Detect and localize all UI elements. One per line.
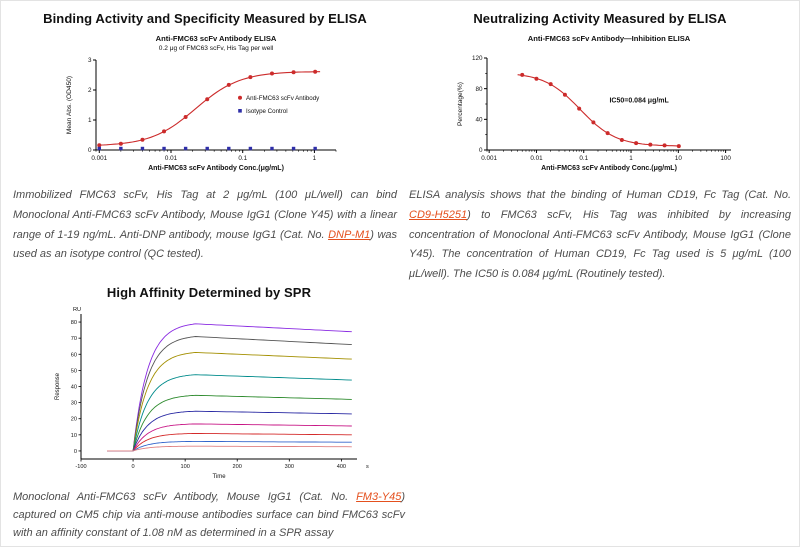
spr-trace — [106, 423, 352, 452]
svg-text:1: 1 — [88, 117, 92, 124]
svg-text:80: 80 — [70, 320, 76, 326]
chart-plot: 0 40 80 120 0.001 0.01 0.1 1 10 100 Anti-FMC63 scF… — [457, 34, 731, 172]
spr-figure-caption: Monoclonal Anti-FMC63 scFv Antibody, Mou… — [13, 488, 405, 542]
neutralizing-section-heading: Neutralizing Activity Measured by ELISA — [473, 11, 727, 26]
chart-title: Anti-FMC63 scFv Antibody ELISA — [156, 34, 277, 43]
series-square — [97, 146, 317, 151]
svg-text:300: 300 — [284, 464, 293, 470]
dose-response-curve — [517, 74, 681, 147]
section-spr-affinity: High Affinity Determined by SPR 0 10 20 30 4… — [9, 283, 409, 542]
series-circle — [520, 72, 681, 149]
spr-trace — [106, 433, 352, 452]
svg-text:0: 0 — [73, 449, 76, 455]
catalog-number-link[interactable]: CD9-H5251 — [409, 208, 468, 221]
caption-text: ) captured on CM5 chip via anti-mouse an… — [13, 491, 405, 540]
caption-text: Immobilized FMC63 scFv, His Tag at 2 μg/… — [13, 189, 397, 241]
spr-trace — [106, 394, 352, 452]
svg-text:0.001: 0.001 — [91, 155, 107, 162]
svg-text:0.01: 0.01 — [530, 155, 543, 162]
binding-section-heading: Binding Activity and Specificity Measure… — [43, 11, 367, 26]
catalog-number-link[interactable]: DNP-M1 — [328, 228, 371, 241]
svg-text:100: 100 — [180, 464, 189, 470]
series-circle — [97, 69, 318, 148]
y-axis-label: Mean Abs. (OD450) — [66, 76, 73, 134]
svg-text:0.1: 0.1 — [579, 155, 588, 162]
spr-trace — [106, 410, 352, 452]
caption-text: ELISA analysis shows that the binding of… — [409, 189, 791, 201]
section-neutralizing-activity: Neutralizing Activity Measured by ELISA … — [405, 5, 795, 285]
svg-text:0.01: 0.01 — [165, 155, 178, 162]
binding-elisa-chart: 0 1 2 3 0.001 0.01 0.1 1 Anti-FMC63 scFv Antibod… — [66, 34, 337, 172]
catalog-number-link[interactable]: FM3-Y45 — [356, 491, 402, 503]
svg-text:40: 40 — [475, 117, 483, 124]
inhibition-chart-holder: 0 40 80 120 0.001 0.01 0.1 1 10 100 Anti-FMC63 scF… — [405, 32, 795, 180]
spr-section-heading: High Affinity Determined by SPR — [106, 285, 312, 300]
svg-text:1: 1 — [629, 155, 633, 162]
svg-text:120: 120 — [472, 55, 483, 62]
legend-label: Isotype Control — [246, 108, 288, 115]
chart-plot: 0 1 2 3 0.001 0.01 0.1 1 Anti-FMC63 scFv Antibod… — [66, 34, 337, 172]
svg-text:0: 0 — [88, 147, 92, 154]
spr-chart-holder: 0 10 20 30 40 50 60 70 80 -100 0 100 200 300 400 RU s Tim… — [9, 302, 409, 484]
svg-text:10: 10 — [70, 433, 76, 439]
caption-text: ) was used as an isotype control (QC tes… — [13, 228, 398, 261]
x-axis-label: Anti-FMC63 scFv Antibody Conc.(μg/mL) — [541, 165, 677, 172]
binding-chart-holder: 0 1 2 3 0.001 0.01 0.1 1 Anti-FMC63 scFv Antibod… — [9, 32, 401, 180]
chart-subtitle: 0.2 μg of FMC63 scFv, His Tag per well — [159, 45, 274, 52]
spr-trace — [106, 374, 352, 452]
svg-text:200: 200 — [232, 464, 241, 470]
neutralizing-figure-caption: ELISA analysis shows that the binding of… — [409, 186, 791, 285]
spr-trace — [106, 323, 352, 452]
svg-text:10: 10 — [675, 155, 683, 162]
section-binding-activity: Binding Activity and Specificity Measure… — [9, 5, 401, 265]
x-axis-label: Anti-FMC63 scFv Antibody Conc.(μg/mL) — [148, 165, 284, 172]
x-axis-label: Time — [212, 474, 226, 480]
binding-figure-caption: Immobilized FMC63 scFv, His Tag at 2 μg/… — [13, 186, 397, 265]
svg-text:3: 3 — [88, 57, 92, 64]
y-unit-label: RU — [73, 307, 81, 313]
inhibition-elisa-chart: 0 40 80 120 0.001 0.01 0.1 1 10 100 Anti-FMC63 scF… — [457, 34, 731, 172]
x-unit-label: s — [366, 464, 369, 470]
svg-text:-100: -100 — [75, 464, 86, 470]
spr-trace — [106, 440, 352, 452]
legend-label: Anti-FMC63 scFv Antibody — [246, 95, 320, 102]
caption-text: Monoclonal Anti-FMC63 scFv Antibody, Mou… — [13, 491, 357, 503]
svg-text:20: 20 — [70, 417, 76, 423]
svg-text:0: 0 — [479, 147, 483, 154]
svg-text:0: 0 — [131, 464, 134, 470]
svg-text:1: 1 — [313, 155, 317, 162]
spr-trace — [106, 336, 352, 452]
svg-text:400: 400 — [336, 464, 345, 470]
spr-trace — [106, 351, 352, 452]
svg-text:30: 30 — [70, 401, 76, 407]
spr-sensorgram-chart: 0 10 20 30 40 50 60 70 80 -100 0 100 200 300 400 RU s Tim… — [55, 307, 369, 480]
svg-text:40: 40 — [70, 385, 76, 391]
svg-text:100: 100 — [720, 155, 731, 162]
svg-text:0.001: 0.001 — [481, 155, 497, 162]
chart-title: Anti-FMC63 scFv Antibody—Inhibition ELIS… — [528, 34, 691, 43]
svg-text:70: 70 — [70, 336, 76, 342]
spr-plot: 0 10 20 30 40 50 60 70 80 -100 0 100 200 300 400 RU s Tim… — [55, 307, 369, 480]
svg-text:80: 80 — [475, 86, 483, 93]
y-axis-label: Percentage(%) — [457, 82, 464, 126]
svg-text:2: 2 — [88, 87, 92, 94]
dose-response-curve — [99, 71, 321, 146]
svg-text:0.1: 0.1 — [238, 155, 247, 162]
ic50-annotation: IC50=0.084 μg/mL — [609, 97, 669, 104]
svg-text:50: 50 — [70, 368, 76, 374]
caption-text: ) to FMC63 scFv, His Tag was inhibited b… — [409, 208, 791, 281]
y-axis-label: Response — [55, 372, 61, 400]
svg-text:60: 60 — [70, 352, 76, 358]
spr-trace — [106, 445, 352, 452]
